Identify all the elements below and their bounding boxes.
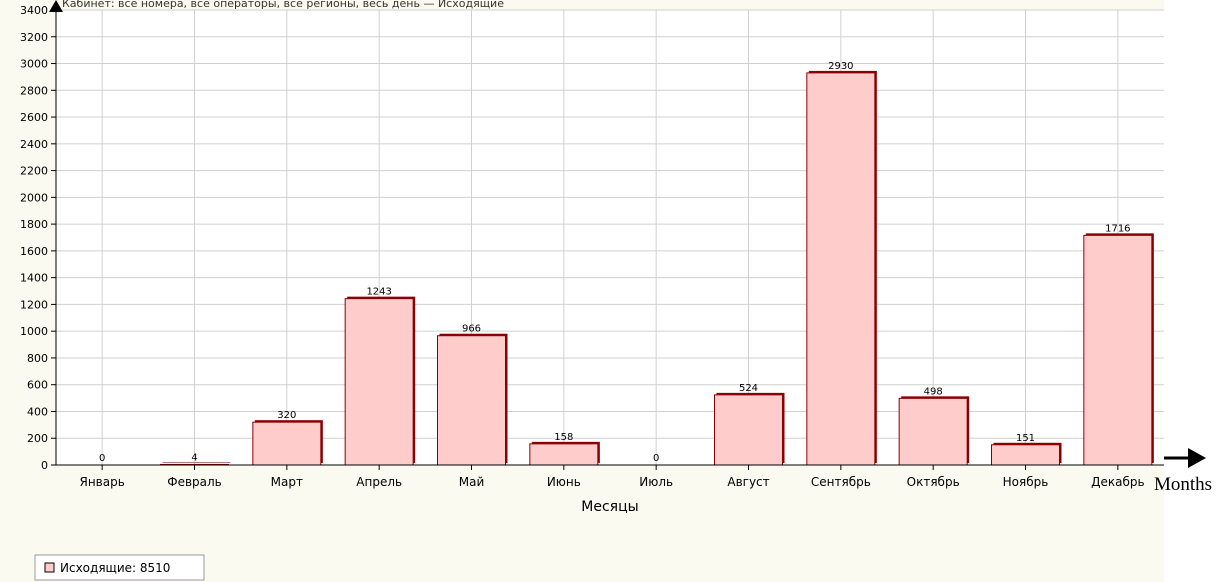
axes — [55, 10, 1164, 466]
bar-value-label: 524 — [739, 383, 758, 394]
y-tick-labels: 0 200 400 600 800 1000 1200 1400 1600 1800 2000 220… — [20, 4, 48, 472]
y-tick-label: 1800 — [20, 218, 48, 231]
bar-value-label: 151 — [1016, 433, 1035, 444]
bar-value-label: 320 — [277, 410, 296, 421]
y-tick-label: 800 — [27, 352, 48, 365]
x-tick-label: Сентябрь — [811, 475, 871, 489]
y-tick-label: 2600 — [20, 111, 48, 124]
y-tick-label: 1600 — [20, 245, 48, 258]
legend-label: Исходящие: 8510 — [60, 561, 170, 575]
y-tick-label: 3200 — [20, 31, 48, 44]
bar — [991, 444, 1060, 466]
bar — [344, 298, 414, 466]
y-tick-label: 2800 — [20, 84, 48, 97]
y-tick-label: 3400 — [20, 4, 48, 17]
y-tick-label: 200 — [27, 432, 48, 445]
y-tick-label: 400 — [27, 405, 48, 418]
x-axis-arrowhead — [1188, 448, 1206, 468]
bar-value-label: 0 — [653, 453, 659, 464]
y-tick-label: 2000 — [20, 191, 48, 204]
bar — [898, 397, 968, 466]
y-tick-label: 2200 — [20, 165, 48, 178]
data-labels: 0 4 320 1243 966 158 0 524 2930 498 151 1716 — [99, 61, 1131, 464]
plot-area — [56, 10, 1164, 465]
x-tick-label: Июнь — [547, 475, 581, 489]
bar-value-label: 4 — [191, 452, 197, 463]
chart-title: Кабинет: все номера, все операторы, все … — [62, 0, 504, 10]
legend: Исходящие: 8510 — [34, 554, 205, 581]
bar — [714, 394, 783, 466]
y-tick-label: 1000 — [20, 325, 48, 338]
bar-value-label: 966 — [462, 324, 481, 335]
y-tick-label: 2400 — [20, 138, 48, 151]
bar-value-label: 158 — [554, 432, 573, 443]
bar — [437, 335, 506, 466]
y-tick-label: 1400 — [20, 272, 48, 285]
bar-shadow — [162, 462, 231, 463]
x-tick-label: Февраль — [167, 475, 222, 489]
bar-value-label: 498 — [924, 386, 943, 397]
x-tick-label: Январь — [80, 475, 125, 489]
x-tick-label: Октябрь — [907, 475, 960, 489]
bar — [252, 421, 322, 466]
bar — [529, 443, 599, 466]
y-axis-arrowhead — [49, 0, 63, 12]
x-tick-label: Ноябрь — [1003, 475, 1049, 489]
bar — [806, 72, 876, 466]
x-tick-label: Апрель — [356, 475, 402, 489]
y-tick-label: 1200 — [20, 298, 48, 311]
bar — [1083, 234, 1153, 466]
x-tick-label: Июль — [639, 475, 673, 489]
x-axis-title: Месяцы — [581, 499, 638, 515]
y-tick-label: 600 — [27, 379, 48, 392]
x-tick-labels: Январь Февраль Март Апрель Май Июнь Июль Август… — [80, 465, 1145, 489]
legend-box — [34, 554, 205, 581]
months-label: Months — [1154, 474, 1212, 495]
bar-value-label: 2930 — [828, 61, 853, 72]
x-tick-label: Май — [459, 475, 485, 489]
x-tick-label: Декабрь — [1091, 475, 1144, 489]
y-tick-label: 0 — [41, 459, 48, 472]
y-tick-label: 3000 — [20, 58, 48, 71]
x-tick-label: Март — [271, 475, 303, 489]
bars — [160, 70, 1154, 466]
legend-swatch — [44, 562, 55, 573]
x-tick-label: Август — [727, 475, 769, 489]
bar-value-label: 1716 — [1105, 223, 1130, 234]
bar-value-label: 1243 — [366, 287, 391, 298]
bar-value-label: 0 — [99, 453, 105, 464]
